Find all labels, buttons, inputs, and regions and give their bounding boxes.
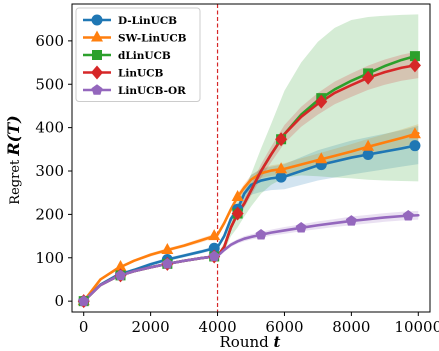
sw-linucb-marker [408,127,421,139]
y-tick-label: 300 [35,162,64,180]
linucb-or-marker [208,250,220,262]
d-linucb-line [82,143,420,303]
linucb-or-marker [115,269,127,281]
sw-linucb-marker [275,162,288,174]
y-axis-label: Regret R(T) [4,115,23,204]
sw-linucb-marker [231,190,244,202]
d-linucb-legend-label: D-LinUCB [118,15,177,27]
x-tick-label: 8000 [332,318,370,336]
y-tick-label: 600 [35,32,64,50]
linucb-or-marker [295,222,307,233]
x-tick-label: 2000 [132,318,170,336]
linucb-or-marker [161,258,173,269]
plot-frame [71,3,431,313]
y-tick-label: 0 [54,292,64,310]
x-axis-label: Round t [220,333,281,351]
linucb-marker [231,206,244,221]
sw-linucb-legend-marker [91,30,103,42]
dlinucb-legend-marker [92,50,102,60]
y-axis-variable: R(T) [4,115,23,156]
sw-linucb-legend-label: SW-LinUCB [118,33,187,45]
y-tick-label: 100 [35,249,64,267]
dlinucb-marker [409,51,420,62]
linucb-or-marker [402,209,414,221]
dlinucb-confidence-band [83,14,419,302]
sw-linucb-marker [208,229,221,241]
d-linucb-confidence-band [83,125,419,302]
legend: D-LinUCB SW-LinUCB dLinUCB LinUCB LinUCB-OR [75,7,201,102]
linucb-or-marker [345,215,357,226]
axes: 0 2000 4000 6000 8000 10000 0 100 200 300 400 500 60… [35,3,439,336]
d-linucb-marker [275,171,287,183]
series-markers [77,51,421,309]
d-linucb-marker [208,242,220,254]
linucb-marker [275,132,288,147]
sw-linucb-line [82,131,420,303]
y-tick-label: 200 [35,205,64,223]
dlinucb-legend-label: dLinUCB [118,50,171,62]
linucb-legend-marker [91,65,103,80]
linucb-legend-label: LinUCB [118,68,164,80]
x-tick-label: 6000 [265,318,303,336]
sw-linucb-marker [315,152,328,164]
d-linucb-marker [409,140,421,152]
sw-linucb-marker [362,139,375,151]
linucb-or-marker [78,295,90,306]
linucb-marker [408,58,421,73]
y-tick-label: 500 [35,75,64,93]
linucb-marker [315,94,328,109]
linucb-or-legend-marker [91,84,103,95]
sw-linucb-marker [114,260,127,272]
d-linucb-marker [362,149,374,161]
linucb-marker [362,70,375,85]
x-axis-variable: t [274,333,281,351]
sw-linucb-marker [161,242,174,254]
d-linucb-legend-marker [91,14,103,26]
linucb-or-legend-label: LinUCB-OR [118,85,186,97]
x-tick-label: 0 [79,318,89,336]
y-tick-label: 400 [35,119,64,137]
linucb-or-marker [255,228,267,240]
legend-box [75,7,201,102]
series-lines [82,53,420,303]
linucb-or-confidence-band [83,210,419,302]
x-tick-label: 4000 [198,318,236,336]
linucb-or-line [82,213,420,303]
x-tick-label: 10000 [394,318,439,336]
